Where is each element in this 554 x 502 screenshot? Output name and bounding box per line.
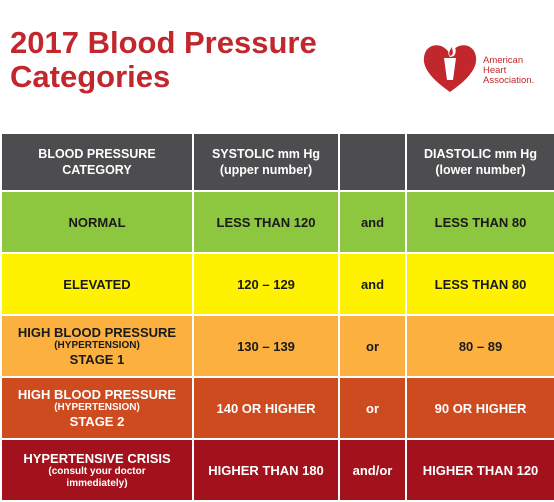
category-cell: HIGH BLOOD PRESSURE (HYPERTENSION) STAGE…	[0, 376, 194, 440]
diastolic-cell: HIGHER THAN 120	[405, 438, 554, 502]
systolic-cell: 140 OR HIGHER	[192, 376, 340, 440]
table-row-stage-1: HIGH BLOOD PRESSURE (HYPERTENSION) STAGE…	[0, 314, 554, 378]
connector-cell: and	[338, 252, 407, 316]
table-row-elevated: ELEVATED 120 – 129 and LESS THAN 80	[0, 252, 554, 316]
header-diastolic: DIASTOLIC mm Hg (lower number)	[405, 132, 554, 192]
table-row-normal: NORMAL LESS THAN 120 and LESS THAN 80	[0, 190, 554, 254]
logo-line-3: Association.	[483, 75, 535, 86]
aha-logo: American Heart Association.	[419, 36, 554, 96]
diastolic-cell: 80 – 89	[405, 314, 554, 378]
systolic-cell: 130 – 139	[192, 314, 340, 378]
header-connector	[338, 132, 407, 192]
logo-wordmark: American Heart Association.	[483, 56, 534, 86]
heart-torch-icon	[423, 42, 477, 92]
table-row-crisis: HYPERTENSIVE CRISIS (consult your doctor…	[0, 438, 554, 502]
systolic-cell: 120 – 129	[192, 252, 340, 316]
title-line-1: 2017 Blood Pressure	[10, 25, 317, 60]
diastolic-cell: 90 OR HIGHER	[405, 376, 554, 440]
category-cell: HYPERTENSIVE CRISIS (consult your doctor…	[0, 438, 194, 502]
diastolic-cell: LESS THAN 80	[405, 252, 554, 316]
logo-line-1: American	[483, 55, 524, 66]
systolic-cell: LESS THAN 120	[192, 190, 340, 254]
connector-cell: or	[338, 376, 407, 440]
systolic-cell: HIGHER THAN 180	[192, 438, 340, 502]
bp-categories-table: BLOOD PRESSURE CATEGORY SYSTOLIC mm Hg (…	[0, 132, 554, 502]
table-row-stage-2: HIGH BLOOD PRESSURE (HYPERTENSION) STAGE…	[0, 376, 554, 440]
category-cell: ELEVATED	[0, 252, 194, 316]
page-title: 2017 Blood Pressure Categories	[10, 26, 317, 94]
connector-cell: and	[338, 190, 407, 254]
header-systolic: SYSTOLIC mm Hg (upper number)	[192, 132, 340, 192]
header-category: BLOOD PRESSURE CATEGORY	[0, 132, 194, 192]
category-cell: HIGH BLOOD PRESSURE (HYPERTENSION) STAGE…	[0, 314, 194, 378]
connector-cell: or	[338, 314, 407, 378]
connector-cell: and/or	[338, 438, 407, 502]
logo-line-2: Heart	[483, 65, 507, 76]
title-line-2: Categories	[10, 59, 171, 94]
diastolic-cell: LESS THAN 80	[405, 190, 554, 254]
category-cell: NORMAL	[0, 190, 194, 254]
table-header-row: BLOOD PRESSURE CATEGORY SYSTOLIC mm Hg (…	[0, 132, 554, 192]
